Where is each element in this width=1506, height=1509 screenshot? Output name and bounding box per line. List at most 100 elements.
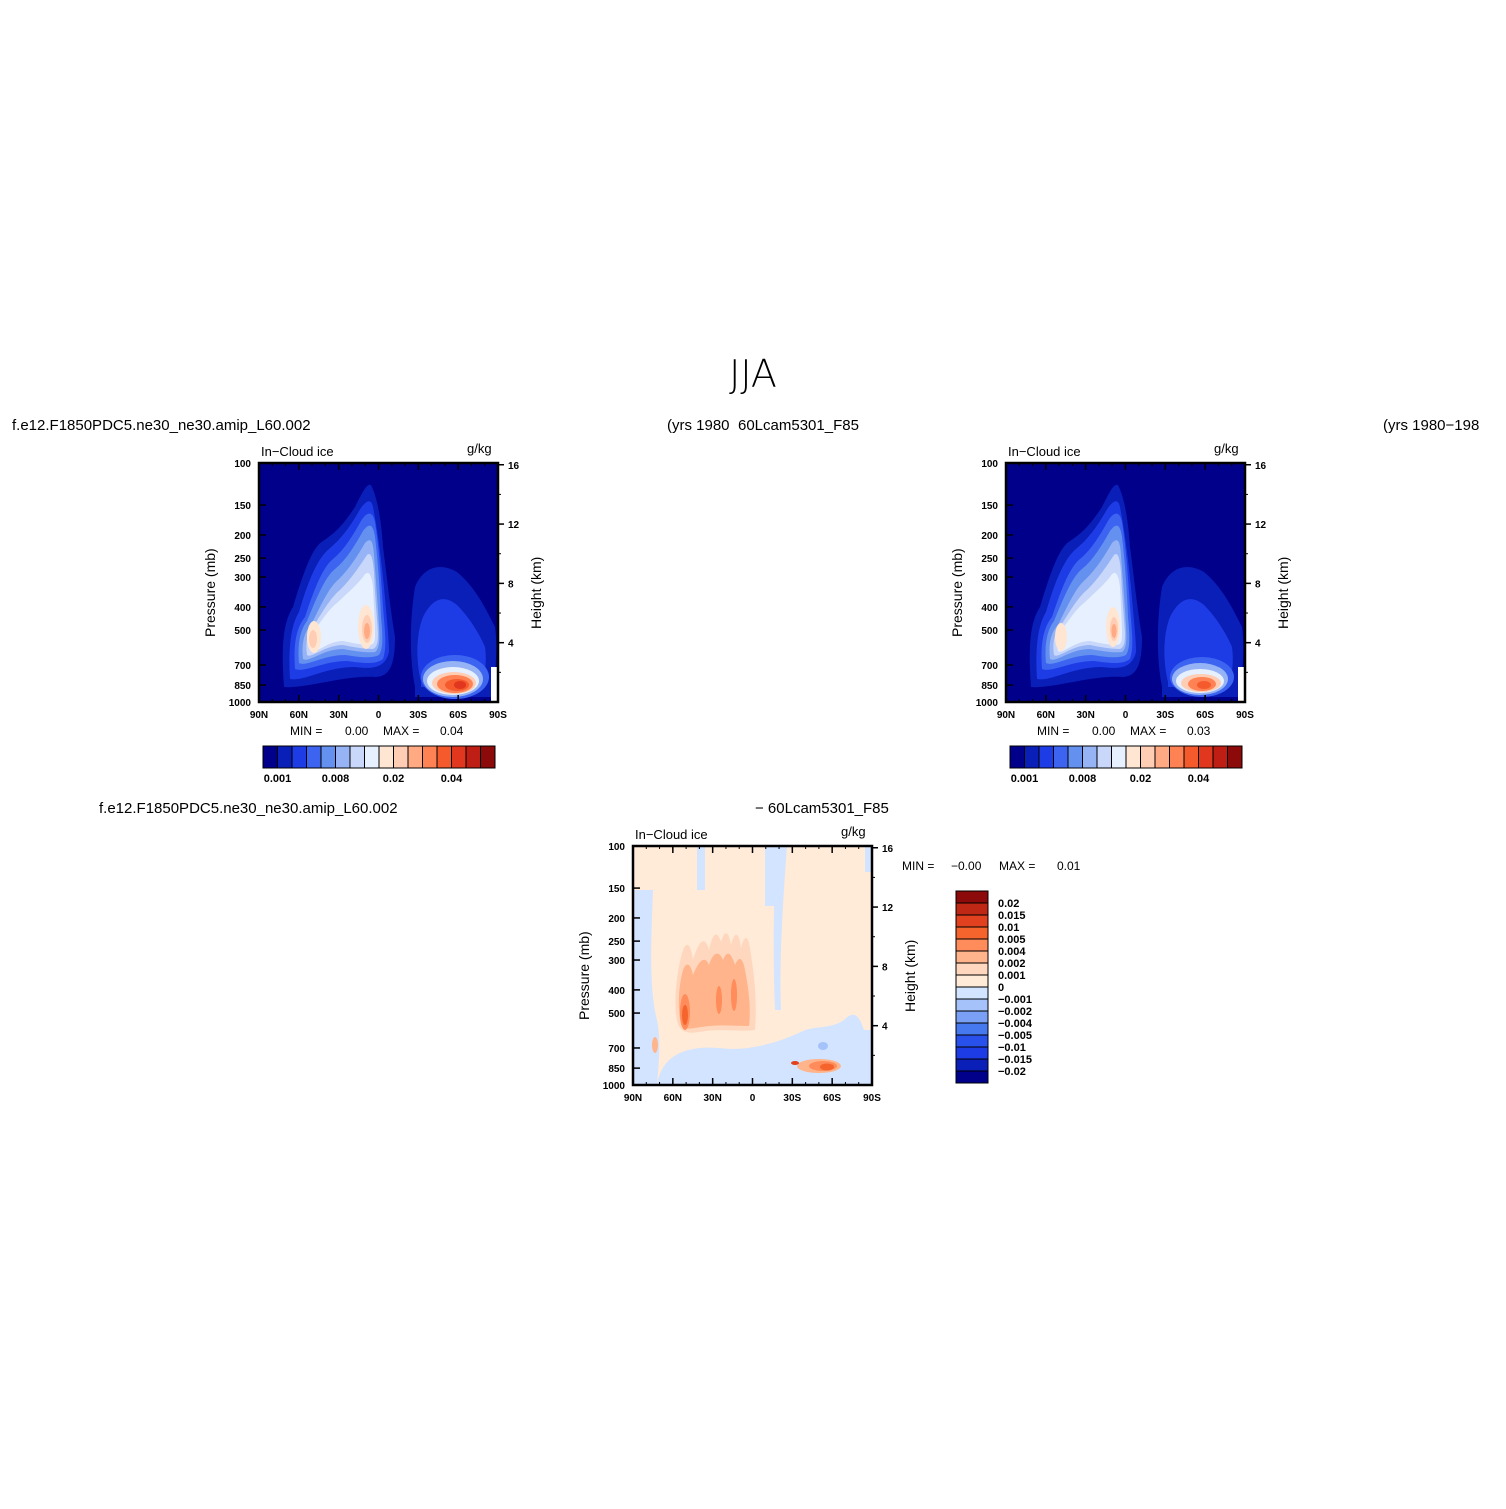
y-tick-label: 1000 <box>976 698 999 709</box>
case-label-bottom-right: − 60Lcam5301_F85 <box>755 800 889 817</box>
y-tick-label: 700 <box>981 661 998 672</box>
colorbar-label: 0.005 <box>998 934 1026 946</box>
colorbar-label: 0 <box>998 982 1004 994</box>
case-label-top-right: (yrs 1980−198 <box>1383 417 1480 434</box>
colorbar-swatch <box>1009 745 1025 769</box>
panel-1-svg: 90N 60N 30N 0 30S 60S 90S 100 150 200 250 300 400 500… <box>202 441 544 785</box>
colorbar-label: −0.01 <box>998 1042 1026 1054</box>
y-right-tick-label: 12 <box>1255 520 1267 531</box>
plot-title: In−Cloud ice <box>1008 444 1081 459</box>
colorbar-swatch <box>955 1046 989 1060</box>
y-tick-label: 700 <box>234 661 251 672</box>
colorbar-swatch <box>1212 745 1228 769</box>
colorbar-swatch <box>1067 745 1083 769</box>
colorbar-swatch <box>1154 745 1170 769</box>
y-tick-label: 100 <box>981 459 998 470</box>
y-tick-label: 200 <box>608 914 625 925</box>
case-label-bottom-left: f.e12.F1850PDC5.ne30_ne30.amip_L60.002 <box>99 800 398 817</box>
y-tick-label: 1000 <box>603 1081 626 1092</box>
y-right-tick-label: 12 <box>882 903 894 914</box>
units-label: g/kg <box>1214 441 1239 456</box>
colorbar-swatch <box>378 745 394 769</box>
y-tick-label: 150 <box>234 501 251 512</box>
colorbar-label: −0.005 <box>998 1030 1032 1042</box>
colorbar-swatch <box>955 974 989 988</box>
colorbar-swatch <box>1038 745 1054 769</box>
colorbar-swatch <box>1198 745 1214 769</box>
y-tick-label: 300 <box>608 956 625 967</box>
x-tick-label: 60S <box>1196 710 1214 721</box>
y-right-tick-label: 4 <box>508 639 514 650</box>
figure-title: JJA <box>729 352 777 396</box>
panel-2-svg: 90N 60N 30N 0 30S 60S 90S 100 150 200 250 300 400 500… <box>949 441 1291 785</box>
y-tick-label: 300 <box>981 573 998 584</box>
colorbar-label: 0.02 <box>383 773 404 782</box>
y-tick-label: 700 <box>608 1044 625 1055</box>
y-tick-label: 250 <box>981 554 998 565</box>
x-tick-label: 60N <box>290 710 308 721</box>
x-tick-label: 30N <box>329 710 347 721</box>
colorbar-label: 0.02 <box>1130 773 1151 782</box>
colorbar-swatch <box>1140 745 1156 769</box>
colorbar-swatch <box>422 745 438 769</box>
colorbar-label: 0.001 <box>1011 773 1039 782</box>
x-tick-label: 0 <box>376 710 382 721</box>
x-tick-label: 90N <box>250 710 268 721</box>
panel-2: 90N 60N 30N 0 30S 60S 90S 100 150 200 250 300 400 500… <box>942 437 1302 787</box>
y-right-tick-label: 4 <box>1255 639 1261 650</box>
max-value: 0.04 <box>440 724 464 738</box>
y-right-tick-label: 8 <box>508 579 514 590</box>
max-label: MAX = <box>1130 724 1166 738</box>
y-tick-label: 500 <box>981 626 998 637</box>
colorbar-swatch <box>955 1022 989 1036</box>
colorbar-swatch <box>1082 745 1098 769</box>
colorbar-swatch <box>1169 745 1185 769</box>
x-tick-label: 90N <box>997 710 1015 721</box>
x-tick-label: 60S <box>449 710 467 721</box>
colorbar-swatch <box>955 950 989 964</box>
colorbar-swatch <box>291 745 307 769</box>
x-tick-label: 90S <box>863 1093 881 1104</box>
colorbar-label: 0.002 <box>998 958 1026 970</box>
min-label: MIN = <box>902 859 934 873</box>
colorbar-swatch <box>335 745 351 769</box>
y-axis-label: Pressure (mb) <box>202 548 218 637</box>
colorbar-label: 0.02 <box>998 898 1019 910</box>
y-tick-label: 250 <box>234 554 251 565</box>
y-tick-label: 150 <box>981 501 998 512</box>
y-tick-label: 500 <box>234 626 251 637</box>
colorbar-swatch <box>465 745 481 769</box>
y-tick-label: 200 <box>234 531 251 542</box>
y-tick-label: 500 <box>608 1009 625 1020</box>
colorbar-label: −0.015 <box>998 1054 1032 1066</box>
colorbar-label: 0.004 <box>998 946 1026 958</box>
x-tick-label: 0 <box>750 1093 756 1104</box>
case-label-top-mid: (yrs 1980 <box>667 417 730 434</box>
y-tick-label: 250 <box>608 937 625 948</box>
max-value: 0.03 <box>1187 724 1211 738</box>
y-tick-label: 400 <box>234 603 251 614</box>
units-label: g/kg <box>841 824 866 839</box>
panel-1: 90N 60N 30N 0 30S 60S 90S 100 150 200 250 300 400 500… <box>195 437 555 787</box>
case-label-top-left: f.e12.F1850PDC5.ne30_ne30.amip_L60.002 <box>12 417 311 434</box>
max-value: 0.01 <box>1057 859 1081 873</box>
y-tick-label: 100 <box>234 459 251 470</box>
colorbar-swatch <box>393 745 409 769</box>
x-tick-label: 30N <box>1076 710 1094 721</box>
colorbar-swatch <box>955 914 989 928</box>
x-tick-label: 90N <box>624 1093 642 1104</box>
x-tick-label: 30S <box>783 1093 801 1104</box>
y-tick-label: 200 <box>981 531 998 542</box>
y-right-tick-label: 8 <box>1255 579 1261 590</box>
colorbar-swatch <box>262 745 278 769</box>
colorbar-swatch <box>955 1010 989 1024</box>
y-right-tick-label: 16 <box>508 461 520 472</box>
x-tick-label: 30N <box>703 1093 721 1104</box>
y-axis-right-label: Height (km) <box>902 940 918 1012</box>
colorbar-label: 0.04 <box>1188 773 1210 782</box>
colorbar-swatch <box>955 998 989 1012</box>
colorbar-swatch <box>436 745 452 769</box>
y-tick-label: 300 <box>234 573 251 584</box>
y-right-tick-label: 8 <box>882 962 888 973</box>
colorbar-label: 0.04 <box>441 773 463 782</box>
